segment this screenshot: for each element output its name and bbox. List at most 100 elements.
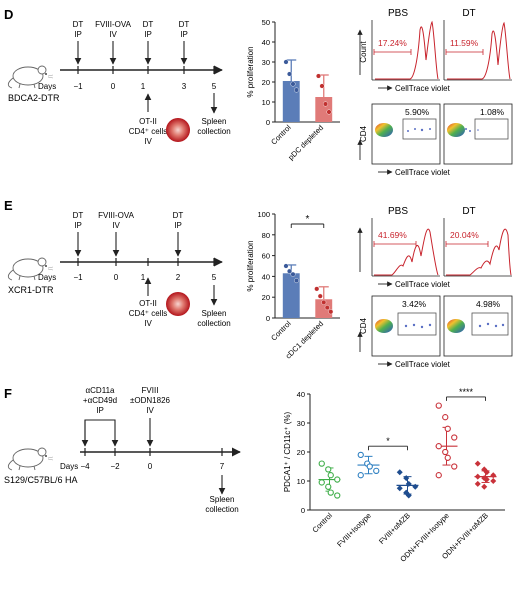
data-point <box>405 480 412 487</box>
y-tick-label: 40 <box>262 38 270 47</box>
y-tick-label: 20 <box>297 448 305 457</box>
panel-d-event-label: DT <box>179 20 190 29</box>
dotplot-percent: 5.90% <box>405 107 430 117</box>
panel-f-fviii: FVIII <box>142 386 159 395</box>
data-point <box>396 485 403 492</box>
panel-e-letter: E <box>4 198 13 213</box>
panel-d-endpoint: Spleen <box>202 117 227 126</box>
data-point <box>318 460 325 467</box>
y-tick-label: 30 <box>297 419 305 428</box>
data-point <box>481 483 488 490</box>
panel-e-day: −1 <box>73 273 83 282</box>
y-tick-label: 30 <box>262 58 270 67</box>
x-tick-label: Control <box>310 511 334 535</box>
y-tick-label: 10 <box>262 98 270 107</box>
panel-e-days-label: Days <box>38 273 56 282</box>
data-point <box>403 475 410 482</box>
data-point <box>442 414 449 421</box>
data-point <box>490 478 497 484</box>
panel-d-event-label: IP <box>74 30 82 39</box>
dotplot-percent: 1.08% <box>480 107 505 117</box>
data-point <box>314 286 320 292</box>
data-point <box>451 434 458 441</box>
data-point <box>357 451 364 459</box>
flow-x-label: CellTrace violet <box>395 168 451 177</box>
panel-d-day: 3 <box>182 82 187 91</box>
flow-x-label: CellTrace violet <box>395 84 451 93</box>
dotplot-y-label: CD4 <box>359 317 368 334</box>
data-point <box>373 467 380 474</box>
y-tick-label: 20 <box>262 78 270 87</box>
panel-d-event-label: DT <box>73 20 84 29</box>
panel-f-days-label: Days <box>60 462 78 471</box>
data-point <box>327 472 334 479</box>
data-point <box>412 483 419 490</box>
data-point <box>316 73 322 79</box>
histogram-percent: 41.69% <box>378 230 407 240</box>
panel-f-endpoint: Spleen <box>210 495 235 504</box>
panel-e-event-label: IV <box>112 221 120 230</box>
data-point <box>474 460 481 467</box>
panel-e-event-label: FVIII-OVA <box>98 211 135 220</box>
histogram-percent: 20.04% <box>450 230 479 240</box>
data-point <box>490 472 497 479</box>
panel-f-endpoint: collection <box>205 505 238 514</box>
panel-d-transfer: IV <box>144 137 152 146</box>
panel-f-treatment: αCD11a <box>86 386 115 395</box>
y-tick-label: 0 <box>266 314 270 323</box>
panel-f-treatment: IP <box>96 406 104 415</box>
data-point <box>294 278 300 284</box>
data-point <box>287 268 293 274</box>
x-tick-label: FVIII+αMZB <box>377 511 412 546</box>
panel-d-event-label: FVIII-OVA <box>95 20 132 29</box>
mouse-icon <box>7 447 54 471</box>
panel-f-fviii: ±ODN1826 <box>130 396 171 405</box>
flow-condition-label: DT <box>462 206 475 217</box>
y-tick-label: 10 <box>297 477 305 486</box>
panel-d-transfer: CD4⁺ cells <box>129 127 167 136</box>
flow-x-label: CellTrace violet <box>395 360 451 369</box>
data-point <box>323 101 329 107</box>
data-point <box>435 472 442 479</box>
panel-e-transfer: CD4⁺ cells <box>129 309 167 318</box>
data-point <box>474 473 481 480</box>
panel-f-strain: S129/C57BL/6 HA <box>4 475 78 485</box>
panel-d-flow: PBS DT 17.24% 11.59% Count CellTrace vio… <box>357 8 513 177</box>
y-tick-label: 0 <box>301 506 305 515</box>
data-point <box>325 483 332 490</box>
panel-e-event-label: DT <box>173 211 184 220</box>
y-tick-label: 60 <box>262 252 270 261</box>
data-point <box>283 263 289 269</box>
flow-condition-label: PBS <box>388 8 408 19</box>
dotplot-percent: 4.98% <box>476 299 501 309</box>
data-point <box>328 309 334 315</box>
y-tick-label: 80 <box>262 231 270 240</box>
flow-condition-label: DT <box>462 8 475 19</box>
panel-f-day: −4 <box>80 462 90 471</box>
panel-e-transfer: IV <box>144 319 152 328</box>
data-point <box>318 479 325 486</box>
data-point <box>326 109 332 115</box>
x-tick-label: Control <box>269 123 293 147</box>
panel-e-transfer: OT-II <box>139 299 157 308</box>
panel-f-day: 0 <box>148 462 153 471</box>
x-tick-label: pDC depleted <box>286 123 325 162</box>
x-tick-label: Control <box>269 319 293 343</box>
histogram-percent: 17.24% <box>378 38 407 48</box>
data-point <box>451 463 458 470</box>
panel-f-treatment: +αCD49d <box>83 396 117 405</box>
panel-d-day: −1 <box>73 82 83 91</box>
y-tick-label: 0 <box>266 118 270 127</box>
cell-icon <box>166 292 190 316</box>
panel-f-fviii: IV <box>146 406 154 415</box>
data-point <box>366 463 373 470</box>
data-point <box>405 492 412 499</box>
panel-f-day: −2 <box>110 462 120 471</box>
panel-d-day: 1 <box>141 82 146 91</box>
data-point <box>294 87 300 93</box>
data-point <box>435 402 442 409</box>
panel-e-endpoint: Spleen <box>202 309 227 318</box>
